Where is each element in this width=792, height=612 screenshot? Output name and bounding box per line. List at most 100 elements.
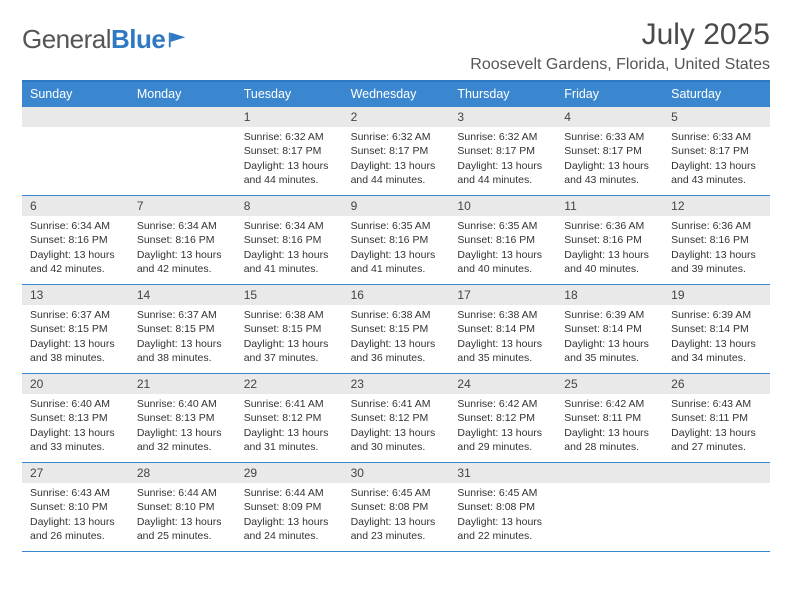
sunrise-line: Sunrise: 6:40 AM — [30, 397, 121, 411]
day-number: 9 — [343, 196, 450, 216]
sunrise-line: Sunrise: 6:34 AM — [244, 219, 335, 233]
sunset-line: Sunset: 8:17 PM — [564, 144, 655, 158]
day-cell: 11Sunrise: 6:36 AMSunset: 8:16 PMDayligh… — [556, 196, 663, 284]
day-number: 2 — [343, 107, 450, 127]
sunset-line: Sunset: 8:14 PM — [671, 322, 762, 336]
day-number: 15 — [236, 285, 343, 305]
day-cell — [556, 463, 663, 551]
day-number: 25 — [556, 374, 663, 394]
day-cell: 4Sunrise: 6:33 AMSunset: 8:17 PMDaylight… — [556, 107, 663, 195]
sunset-line: Sunset: 8:16 PM — [457, 233, 548, 247]
sunset-line: Sunset: 8:16 PM — [30, 233, 121, 247]
sunset-line: Sunset: 8:16 PM — [564, 233, 655, 247]
sunrise-line: Sunrise: 6:42 AM — [457, 397, 548, 411]
sunset-line: Sunset: 8:13 PM — [137, 411, 228, 425]
day-header: Monday — [129, 82, 236, 106]
sunrise-line: Sunrise: 6:39 AM — [671, 308, 762, 322]
day-cell: 3Sunrise: 6:32 AMSunset: 8:17 PMDaylight… — [449, 107, 556, 195]
day-number — [22, 107, 129, 127]
calendar: SundayMondayTuesdayWednesdayThursdayFrid… — [22, 80, 770, 552]
day-body: Sunrise: 6:32 AMSunset: 8:17 PMDaylight:… — [236, 127, 343, 191]
sunrise-line: Sunrise: 6:32 AM — [351, 130, 442, 144]
day-body: Sunrise: 6:34 AMSunset: 8:16 PMDaylight:… — [129, 216, 236, 280]
sunset-line: Sunset: 8:17 PM — [244, 144, 335, 158]
daylight-line: Daylight: 13 hours and 41 minutes. — [244, 248, 335, 276]
sunrise-line: Sunrise: 6:35 AM — [457, 219, 548, 233]
day-number: 27 — [22, 463, 129, 483]
sunset-line: Sunset: 8:13 PM — [30, 411, 121, 425]
sunset-line: Sunset: 8:16 PM — [671, 233, 762, 247]
day-body: Sunrise: 6:34 AMSunset: 8:16 PMDaylight:… — [236, 216, 343, 280]
daylight-line: Daylight: 13 hours and 41 minutes. — [351, 248, 442, 276]
day-header-row: SundayMondayTuesdayWednesdayThursdayFrid… — [22, 82, 770, 106]
daylight-line: Daylight: 13 hours and 44 minutes. — [244, 159, 335, 187]
day-cell: 14Sunrise: 6:37 AMSunset: 8:15 PMDayligh… — [129, 285, 236, 373]
day-cell: 15Sunrise: 6:38 AMSunset: 8:15 PMDayligh… — [236, 285, 343, 373]
daylight-line: Daylight: 13 hours and 42 minutes. — [137, 248, 228, 276]
daylight-line: Daylight: 13 hours and 39 minutes. — [671, 248, 762, 276]
daylight-line: Daylight: 13 hours and 31 minutes. — [244, 426, 335, 454]
page-title: July 2025 — [470, 18, 770, 52]
day-cell: 9Sunrise: 6:35 AMSunset: 8:16 PMDaylight… — [343, 196, 450, 284]
day-header: Tuesday — [236, 82, 343, 106]
day-number: 18 — [556, 285, 663, 305]
day-number: 17 — [449, 285, 556, 305]
day-number: 14 — [129, 285, 236, 305]
day-cell — [129, 107, 236, 195]
sunset-line: Sunset: 8:12 PM — [351, 411, 442, 425]
day-cell: 13Sunrise: 6:37 AMSunset: 8:15 PMDayligh… — [22, 285, 129, 373]
day-cell: 22Sunrise: 6:41 AMSunset: 8:12 PMDayligh… — [236, 374, 343, 462]
day-body: Sunrise: 6:41 AMSunset: 8:12 PMDaylight:… — [236, 394, 343, 458]
day-number: 6 — [22, 196, 129, 216]
day-header: Thursday — [449, 82, 556, 106]
daylight-line: Daylight: 13 hours and 35 minutes. — [457, 337, 548, 365]
day-number: 16 — [343, 285, 450, 305]
daylight-line: Daylight: 13 hours and 32 minutes. — [137, 426, 228, 454]
sunrise-line: Sunrise: 6:41 AM — [244, 397, 335, 411]
sunset-line: Sunset: 8:10 PM — [137, 500, 228, 514]
sunset-line: Sunset: 8:16 PM — [244, 233, 335, 247]
day-cell: 5Sunrise: 6:33 AMSunset: 8:17 PMDaylight… — [663, 107, 770, 195]
day-body: Sunrise: 6:36 AMSunset: 8:16 PMDaylight:… — [556, 216, 663, 280]
day-number: 24 — [449, 374, 556, 394]
sunrise-line: Sunrise: 6:43 AM — [671, 397, 762, 411]
day-body: Sunrise: 6:39 AMSunset: 8:14 PMDaylight:… — [663, 305, 770, 369]
day-number: 1 — [236, 107, 343, 127]
daylight-line: Daylight: 13 hours and 36 minutes. — [351, 337, 442, 365]
day-body: Sunrise: 6:41 AMSunset: 8:12 PMDaylight:… — [343, 394, 450, 458]
day-body: Sunrise: 6:45 AMSunset: 8:08 PMDaylight:… — [449, 483, 556, 547]
day-body: Sunrise: 6:34 AMSunset: 8:16 PMDaylight:… — [22, 216, 129, 280]
sunset-line: Sunset: 8:15 PM — [244, 322, 335, 336]
sunrise-line: Sunrise: 6:42 AM — [564, 397, 655, 411]
sunset-line: Sunset: 8:11 PM — [671, 411, 762, 425]
day-cell: 10Sunrise: 6:35 AMSunset: 8:16 PMDayligh… — [449, 196, 556, 284]
day-number: 10 — [449, 196, 556, 216]
sunrise-line: Sunrise: 6:44 AM — [244, 486, 335, 500]
daylight-line: Daylight: 13 hours and 43 minutes. — [671, 159, 762, 187]
sunrise-line: Sunrise: 6:38 AM — [351, 308, 442, 322]
day-number: 3 — [449, 107, 556, 127]
title-block: July 2025 Roosevelt Gardens, Florida, Un… — [470, 18, 770, 74]
sunrise-line: Sunrise: 6:45 AM — [351, 486, 442, 500]
day-header: Wednesday — [343, 82, 450, 106]
daylight-line: Daylight: 13 hours and 40 minutes. — [564, 248, 655, 276]
day-cell: 19Sunrise: 6:39 AMSunset: 8:14 PMDayligh… — [663, 285, 770, 373]
sunset-line: Sunset: 8:15 PM — [30, 322, 121, 336]
sunset-line: Sunset: 8:14 PM — [564, 322, 655, 336]
day-body: Sunrise: 6:43 AMSunset: 8:11 PMDaylight:… — [663, 394, 770, 458]
day-body: Sunrise: 6:44 AMSunset: 8:10 PMDaylight:… — [129, 483, 236, 547]
day-body: Sunrise: 6:32 AMSunset: 8:17 PMDaylight:… — [449, 127, 556, 191]
sunset-line: Sunset: 8:10 PM — [30, 500, 121, 514]
sunset-line: Sunset: 8:12 PM — [457, 411, 548, 425]
week-row: 20Sunrise: 6:40 AMSunset: 8:13 PMDayligh… — [22, 373, 770, 462]
sunset-line: Sunset: 8:08 PM — [457, 500, 548, 514]
daylight-line: Daylight: 13 hours and 43 minutes. — [564, 159, 655, 187]
day-body: Sunrise: 6:38 AMSunset: 8:14 PMDaylight:… — [449, 305, 556, 369]
day-header: Sunday — [22, 82, 129, 106]
brand-logo: GeneralBlue — [22, 18, 189, 55]
sunrise-line: Sunrise: 6:44 AM — [137, 486, 228, 500]
sunrise-line: Sunrise: 6:36 AM — [564, 219, 655, 233]
daylight-line: Daylight: 13 hours and 35 minutes. — [564, 337, 655, 365]
day-cell: 30Sunrise: 6:45 AMSunset: 8:08 PMDayligh… — [343, 463, 450, 551]
day-cell: 16Sunrise: 6:38 AMSunset: 8:15 PMDayligh… — [343, 285, 450, 373]
